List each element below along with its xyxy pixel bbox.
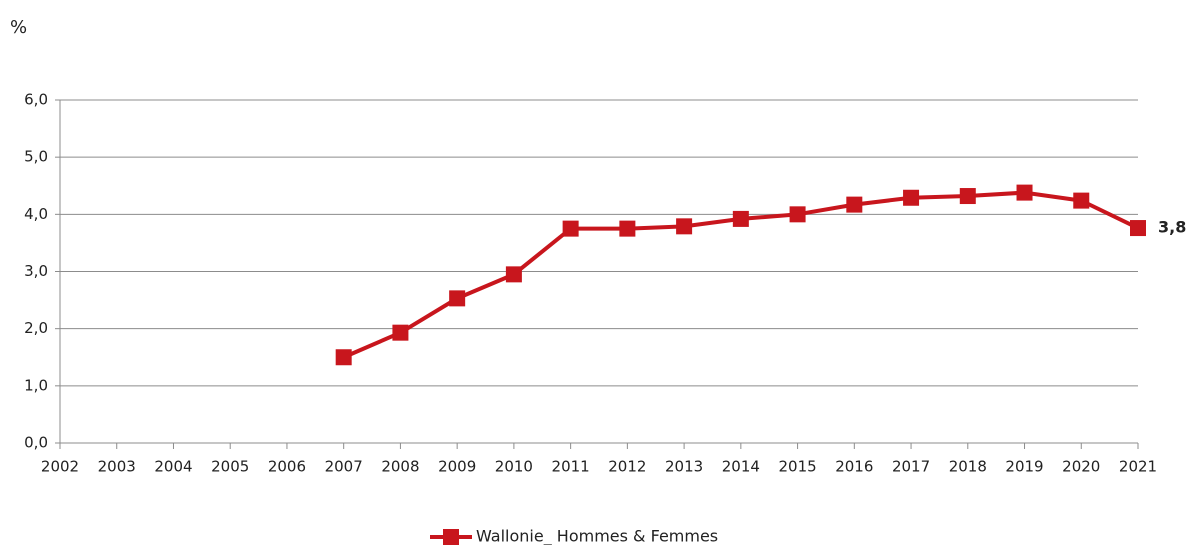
point-marker — [1130, 220, 1146, 237]
y-tick-label: 2,0 — [24, 319, 48, 337]
point-marker — [449, 290, 466, 307]
x-tick-label: 2006 — [268, 458, 306, 476]
x-tick-label: 2004 — [154, 458, 192, 476]
point-marker — [392, 324, 409, 341]
point-marker — [619, 220, 636, 237]
legend-label: Wallonie_ Hommes & Femmes — [476, 527, 718, 545]
point-marker — [1073, 192, 1090, 209]
point-marker — [505, 266, 522, 283]
x-tick-label: 2013 — [665, 458, 703, 476]
x-tick-label: 2008 — [381, 458, 419, 476]
x-tick-label: 2017 — [892, 458, 930, 476]
y-axis-label: % — [10, 17, 27, 38]
x-tick-label: 2016 — [835, 458, 873, 476]
x-tick-label: 2020 — [1062, 458, 1100, 476]
point-marker — [846, 196, 863, 213]
x-tick-label: 2011 — [552, 458, 590, 476]
x-tick-label: 2007 — [325, 458, 363, 476]
legend-marker — [443, 529, 459, 545]
y-tick-label: 0,0 — [24, 434, 48, 452]
x-tick-label: 2010 — [495, 458, 533, 476]
point-marker — [789, 206, 806, 223]
y-tick-label: 4,0 — [24, 205, 48, 223]
data-label: 3,8 — [1158, 218, 1186, 237]
x-tick-label: 2018 — [949, 458, 987, 476]
x-tick-label: 2015 — [778, 458, 816, 476]
y-tick-label: 5,0 — [24, 148, 48, 166]
y-tick-label: 1,0 — [24, 376, 48, 394]
point-marker — [959, 188, 976, 205]
x-tick-label: 2009 — [438, 458, 476, 476]
point-marker — [335, 349, 352, 366]
y-tick-label: 6,0 — [24, 91, 48, 109]
x-tick-label: 2012 — [608, 458, 646, 476]
x-tick-label: 2005 — [211, 458, 249, 476]
point-marker — [1016, 184, 1033, 201]
point-marker — [903, 189, 920, 206]
x-tick-label: 2014 — [722, 458, 760, 476]
y-tick-label: 3,0 — [24, 262, 48, 280]
x-tick-label: 2021 — [1119, 458, 1157, 476]
point-marker — [676, 218, 693, 235]
x-tick-label: 2002 — [41, 458, 79, 476]
point-marker — [732, 210, 749, 227]
x-tick-label: 2003 — [98, 458, 136, 476]
point-marker — [562, 220, 579, 237]
x-tick-label: 2019 — [1005, 458, 1043, 476]
